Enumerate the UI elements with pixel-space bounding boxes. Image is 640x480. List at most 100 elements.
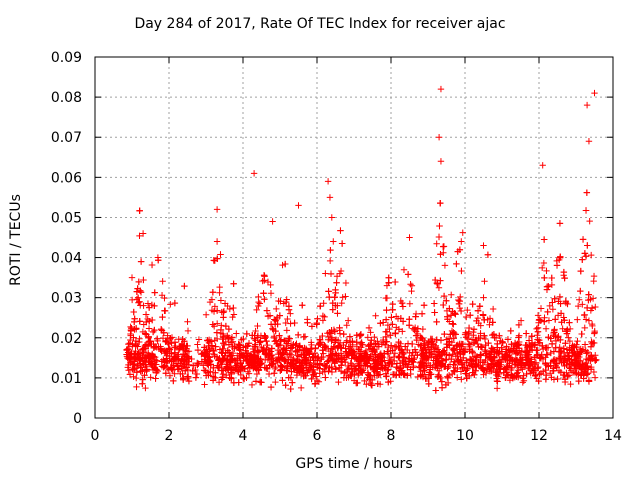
data-point [462, 370, 469, 377]
data-point [273, 305, 280, 313]
data-point [182, 347, 189, 354]
data-point [254, 322, 261, 330]
data-point [417, 363, 424, 371]
data-point [243, 330, 250, 338]
data-point [473, 336, 480, 344]
data-point [214, 362, 221, 369]
data-point [328, 214, 335, 221]
data-point [235, 341, 242, 348]
data-point [395, 353, 402, 361]
data-point [137, 355, 144, 363]
data-point [133, 288, 141, 295]
data-point [136, 232, 143, 240]
data-point [548, 274, 555, 282]
data-point [230, 311, 238, 318]
data-point [464, 306, 471, 314]
data-point [584, 364, 591, 371]
data-point [254, 347, 261, 354]
data-point [566, 319, 573, 326]
data-point [584, 370, 592, 377]
data-point [141, 372, 148, 379]
data-point [311, 349, 318, 357]
data-point [587, 251, 595, 259]
data-point [489, 331, 496, 339]
data-point [331, 294, 338, 301]
data-point [503, 369, 510, 376]
data-point [566, 337, 574, 345]
data-point [528, 333, 535, 340]
data-point [399, 303, 407, 310]
data-point [437, 85, 445, 93]
data-point [367, 372, 374, 380]
data-point [337, 350, 345, 357]
data-point [160, 329, 167, 336]
data-point [193, 370, 201, 378]
data-point [553, 360, 561, 367]
data-point [546, 369, 554, 377]
data-point [443, 297, 450, 304]
data-point [453, 342, 460, 350]
data-point [274, 320, 281, 328]
data-point [469, 363, 476, 370]
data-point [127, 352, 135, 360]
data-point [146, 318, 153, 325]
data-point [454, 374, 461, 381]
data-point [450, 367, 458, 374]
data-point [434, 373, 442, 380]
data-point [240, 374, 247, 382]
data-point [476, 303, 484, 310]
data-point [185, 377, 193, 385]
data-point [590, 277, 597, 285]
data-point [283, 359, 291, 367]
data-point [332, 337, 339, 344]
data-point [405, 361, 412, 368]
data-point [564, 373, 571, 380]
y-tick-label: 0.09 [51, 50, 82, 66]
data-point [318, 355, 325, 363]
data-point [220, 355, 228, 362]
data-point [520, 377, 528, 384]
data-point [168, 350, 175, 357]
data-point [381, 357, 388, 364]
data-point [534, 336, 541, 343]
data-point [439, 348, 447, 355]
data-point [153, 335, 161, 342]
data-point [545, 317, 553, 324]
data-point [322, 343, 329, 350]
data-point [503, 343, 510, 350]
data-point [327, 270, 335, 278]
data-point [565, 334, 572, 341]
data-point [583, 350, 590, 357]
data-point [494, 378, 501, 385]
data-point [541, 318, 548, 325]
data-point [482, 350, 489, 357]
data-point [143, 318, 150, 326]
data-point [340, 374, 348, 381]
data-point [367, 329, 374, 336]
data-point [213, 329, 221, 336]
data-point [324, 358, 331, 365]
data-point [171, 338, 179, 346]
data-point [295, 202, 302, 209]
data-point [440, 301, 447, 309]
data-point [157, 346, 164, 353]
data-point [546, 302, 553, 310]
data-point [310, 354, 317, 362]
data-point [539, 342, 546, 350]
data-point [582, 253, 590, 260]
data-point [488, 356, 495, 364]
data-point [332, 302, 339, 309]
data-point [198, 350, 205, 358]
data-point [467, 356, 475, 363]
data-point [302, 361, 310, 369]
data-point [541, 274, 548, 282]
data-point [199, 350, 207, 357]
data-point [264, 278, 272, 286]
data-point [463, 359, 471, 366]
data-point [167, 301, 174, 308]
data-point [171, 299, 179, 307]
data-point [456, 304, 464, 312]
data-point [515, 341, 523, 348]
data-point [542, 366, 549, 374]
data-point [245, 370, 253, 377]
